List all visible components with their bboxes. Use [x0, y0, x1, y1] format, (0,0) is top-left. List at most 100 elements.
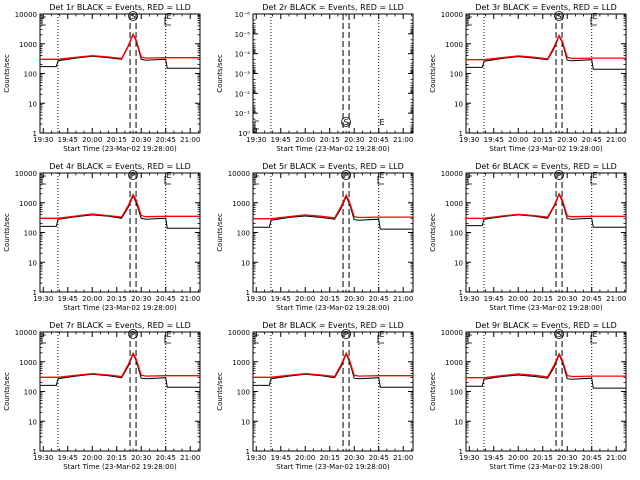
plot-frame [465, 172, 627, 293]
x-axis-label: Start Time (23-Mar-02 19:28:00) [63, 463, 177, 471]
series-lld [40, 193, 200, 219]
y-tick-label: 10 [454, 259, 463, 267]
y-tick-label: 10⁻³ [235, 71, 251, 79]
x-tick-label: 21:00 [393, 295, 413, 303]
bracket-marker [254, 120, 259, 130]
x-tick-label: 21:00 [606, 136, 626, 144]
y-tick-label: 1000 [19, 41, 37, 49]
marker-e: E [166, 171, 171, 180]
chart-title: Det 8r BLACK = Events, RED = LLD [262, 321, 404, 330]
x-tick-label: 20:00 [82, 295, 102, 303]
y-tick-label: 1000 [232, 200, 250, 208]
x-tick-label: 20:30 [131, 136, 151, 144]
y-axis-label: Counts/sec [429, 54, 437, 93]
plot-frame [39, 13, 201, 134]
series-events [466, 193, 626, 228]
x-tick-label: 19:45 [271, 136, 291, 144]
x-tick-label: 21:00 [393, 136, 413, 144]
x-tick-label: 19:45 [484, 454, 504, 462]
series-events [40, 33, 200, 69]
y-tick-label: 10000 [228, 329, 250, 337]
series-events [253, 195, 413, 230]
y-tick-label: 10000 [441, 329, 463, 337]
y-axis-label: Counts/sec [3, 213, 11, 252]
y-tick-label: 10⁰ [238, 130, 250, 138]
chart-panel-6: Det 6r BLACK = Events, RED = LLD Counts/s… [429, 162, 627, 312]
x-tick-label: 20:45 [582, 136, 602, 144]
x-tick-label: 20:45 [369, 295, 389, 303]
y-tick-label: 10000 [228, 170, 250, 178]
plot-frame [465, 331, 627, 452]
y-axis-label: Counts/sec [3, 54, 11, 93]
x-tick-label: 20:15 [533, 136, 553, 144]
marker-e: E [379, 118, 384, 127]
y-axis-label: Counts/sec [216, 372, 224, 411]
bracket-marker [377, 335, 384, 344]
y-axis-label: Counts/sec [216, 54, 224, 93]
x-tick-label: 20:30 [344, 454, 364, 462]
x-tick-label: 19:30 [246, 454, 266, 462]
y-tick-label: 1000 [19, 359, 37, 367]
bracket-marker [41, 175, 46, 185]
chart-panel-2: Det 2r BLACK = Events, RED = LLD Counts/s… [216, 3, 414, 153]
y-tick-label: 10⁻² [235, 90, 251, 98]
y-axis-label: Counts/sec [429, 372, 437, 411]
series-lld [466, 352, 626, 379]
y-tick-label: 1 [33, 448, 37, 456]
x-tick-label: 21:00 [180, 454, 200, 462]
y-tick-label: 10 [28, 418, 37, 426]
chart-panel-8: Det 8r BLACK = Events, RED = LLD Counts/s… [216, 321, 414, 471]
x-tick-label: 20:45 [156, 136, 176, 144]
series-lld [466, 34, 626, 61]
marker-circle [128, 170, 138, 180]
marker-s: S [557, 330, 562, 339]
x-tick-label: 20:30 [344, 295, 364, 303]
chart-panel-7: Det 7r BLACK = Events, RED = LLD Counts/s… [3, 321, 201, 471]
x-tick-label: 20:30 [557, 295, 577, 303]
x-tick-label: 21:00 [606, 295, 626, 303]
x-tick-label: 20:45 [582, 295, 602, 303]
x-tick-label: 20:30 [131, 454, 151, 462]
x-tick-label: 19:45 [484, 295, 504, 303]
chart-title: Det 1r BLACK = Events, RED = LLD [49, 3, 191, 12]
x-tick-label: 19:45 [58, 136, 78, 144]
x-tick-label: 20:45 [156, 295, 176, 303]
x-tick-label: 20:30 [131, 295, 151, 303]
marker-circle [128, 11, 138, 21]
y-tick-label: 100 [24, 230, 37, 238]
marker-e: E [592, 330, 597, 339]
y-tick-label: 1000 [19, 200, 37, 208]
x-tick-label: 20:00 [295, 295, 315, 303]
plot-frame [252, 331, 414, 452]
y-tick-label: 1 [459, 289, 463, 297]
y-tick-label: 100 [24, 71, 37, 79]
y-tick-label: 100 [450, 230, 463, 238]
chart-panel-5: Det 5r BLACK = Events, RED = LLD Counts/s… [216, 162, 414, 312]
y-tick-label: 10000 [441, 170, 463, 178]
y-axis-label: Counts/sec [3, 372, 11, 411]
y-tick-label: 1000 [445, 200, 463, 208]
chart-title: Det 9r BLACK = Events, RED = LLD [475, 321, 617, 330]
y-tick-label: 10 [454, 418, 463, 426]
y-tick-label: 100 [237, 389, 250, 397]
x-tick-label: 20:30 [557, 454, 577, 462]
chart-panel-3: Det 3r BLACK = Events, RED = LLD Counts/s… [429, 3, 627, 153]
bracket-marker [164, 17, 171, 26]
x-tick-label: 20:30 [344, 136, 364, 144]
x-tick-label: 20:15 [533, 295, 553, 303]
bracket-marker [377, 176, 384, 185]
x-tick-label: 20:45 [156, 454, 176, 462]
plot-frame [252, 13, 414, 134]
y-tick-label: 10000 [15, 11, 37, 19]
y-tick-label: 1000 [445, 359, 463, 367]
x-tick-label: 20:00 [508, 454, 528, 462]
bracket-marker [590, 335, 597, 344]
x-tick-label: 20:15 [320, 454, 340, 462]
y-tick-label: 1000 [445, 41, 463, 49]
plot-frame [39, 172, 201, 293]
series-events [466, 353, 626, 389]
chart-panel-1: Det 1r BLACK = Events, RED = LLD Counts/s… [3, 3, 201, 153]
x-tick-label: 19:30 [246, 136, 266, 144]
x-tick-label: 19:30 [459, 136, 479, 144]
